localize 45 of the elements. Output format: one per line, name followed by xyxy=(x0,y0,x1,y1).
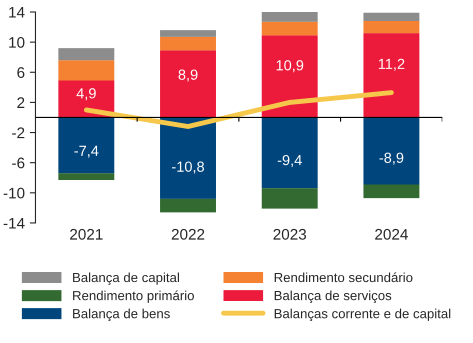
bar xyxy=(363,12,420,22)
bar xyxy=(58,60,114,81)
bar xyxy=(160,30,216,37)
data-label: 4,9 xyxy=(76,88,96,100)
x-tick-label: 2024 xyxy=(375,228,408,240)
bar xyxy=(363,33,420,118)
data-label: -9,4 xyxy=(278,154,302,168)
legend-label: Balança de serviços xyxy=(274,290,392,303)
bar xyxy=(363,184,420,198)
data-label: -8,9 xyxy=(379,152,404,165)
x-tick-label: 2021 xyxy=(70,228,103,240)
y-tick-label: -10 xyxy=(4,188,24,198)
bar xyxy=(262,188,318,209)
bar xyxy=(363,21,420,34)
x-tick-label: 2023 xyxy=(273,228,306,240)
data-label: 10,9 xyxy=(276,60,304,72)
legend-label: Balanças corrente e de capital xyxy=(274,308,450,321)
y-tick-label: 6 xyxy=(17,67,24,78)
bar xyxy=(58,48,114,60)
data-label: -10,8 xyxy=(172,162,204,174)
y-tick-label: -14 xyxy=(4,218,25,228)
y-tick-label: 2 xyxy=(17,97,24,108)
legend-label: Rendimento primário xyxy=(73,290,194,303)
y-tick-label: 14 xyxy=(9,7,25,18)
y-tick-label: -6 xyxy=(12,158,24,168)
y-tick-label: 10 xyxy=(9,37,24,48)
legend-label: Balança de bens xyxy=(73,308,170,321)
bar xyxy=(262,22,318,36)
bar xyxy=(262,117,318,188)
bar xyxy=(262,35,318,118)
bar xyxy=(160,198,216,212)
bar xyxy=(262,12,318,22)
data-label: 8,9 xyxy=(178,69,198,82)
data-label: 11,2 xyxy=(378,58,404,71)
legend-label: Rendimento secundário xyxy=(274,272,412,282)
x-tick-label: 2022 xyxy=(172,228,204,240)
bar xyxy=(58,173,114,180)
bar xyxy=(58,117,114,174)
bar xyxy=(160,36,216,50)
y-tick-label: -2 xyxy=(12,127,24,138)
bar xyxy=(160,117,216,199)
data-label: -7,4 xyxy=(74,146,98,158)
legend-label: Balança de capital xyxy=(73,272,179,285)
bar xyxy=(363,117,420,185)
bar xyxy=(160,50,216,118)
